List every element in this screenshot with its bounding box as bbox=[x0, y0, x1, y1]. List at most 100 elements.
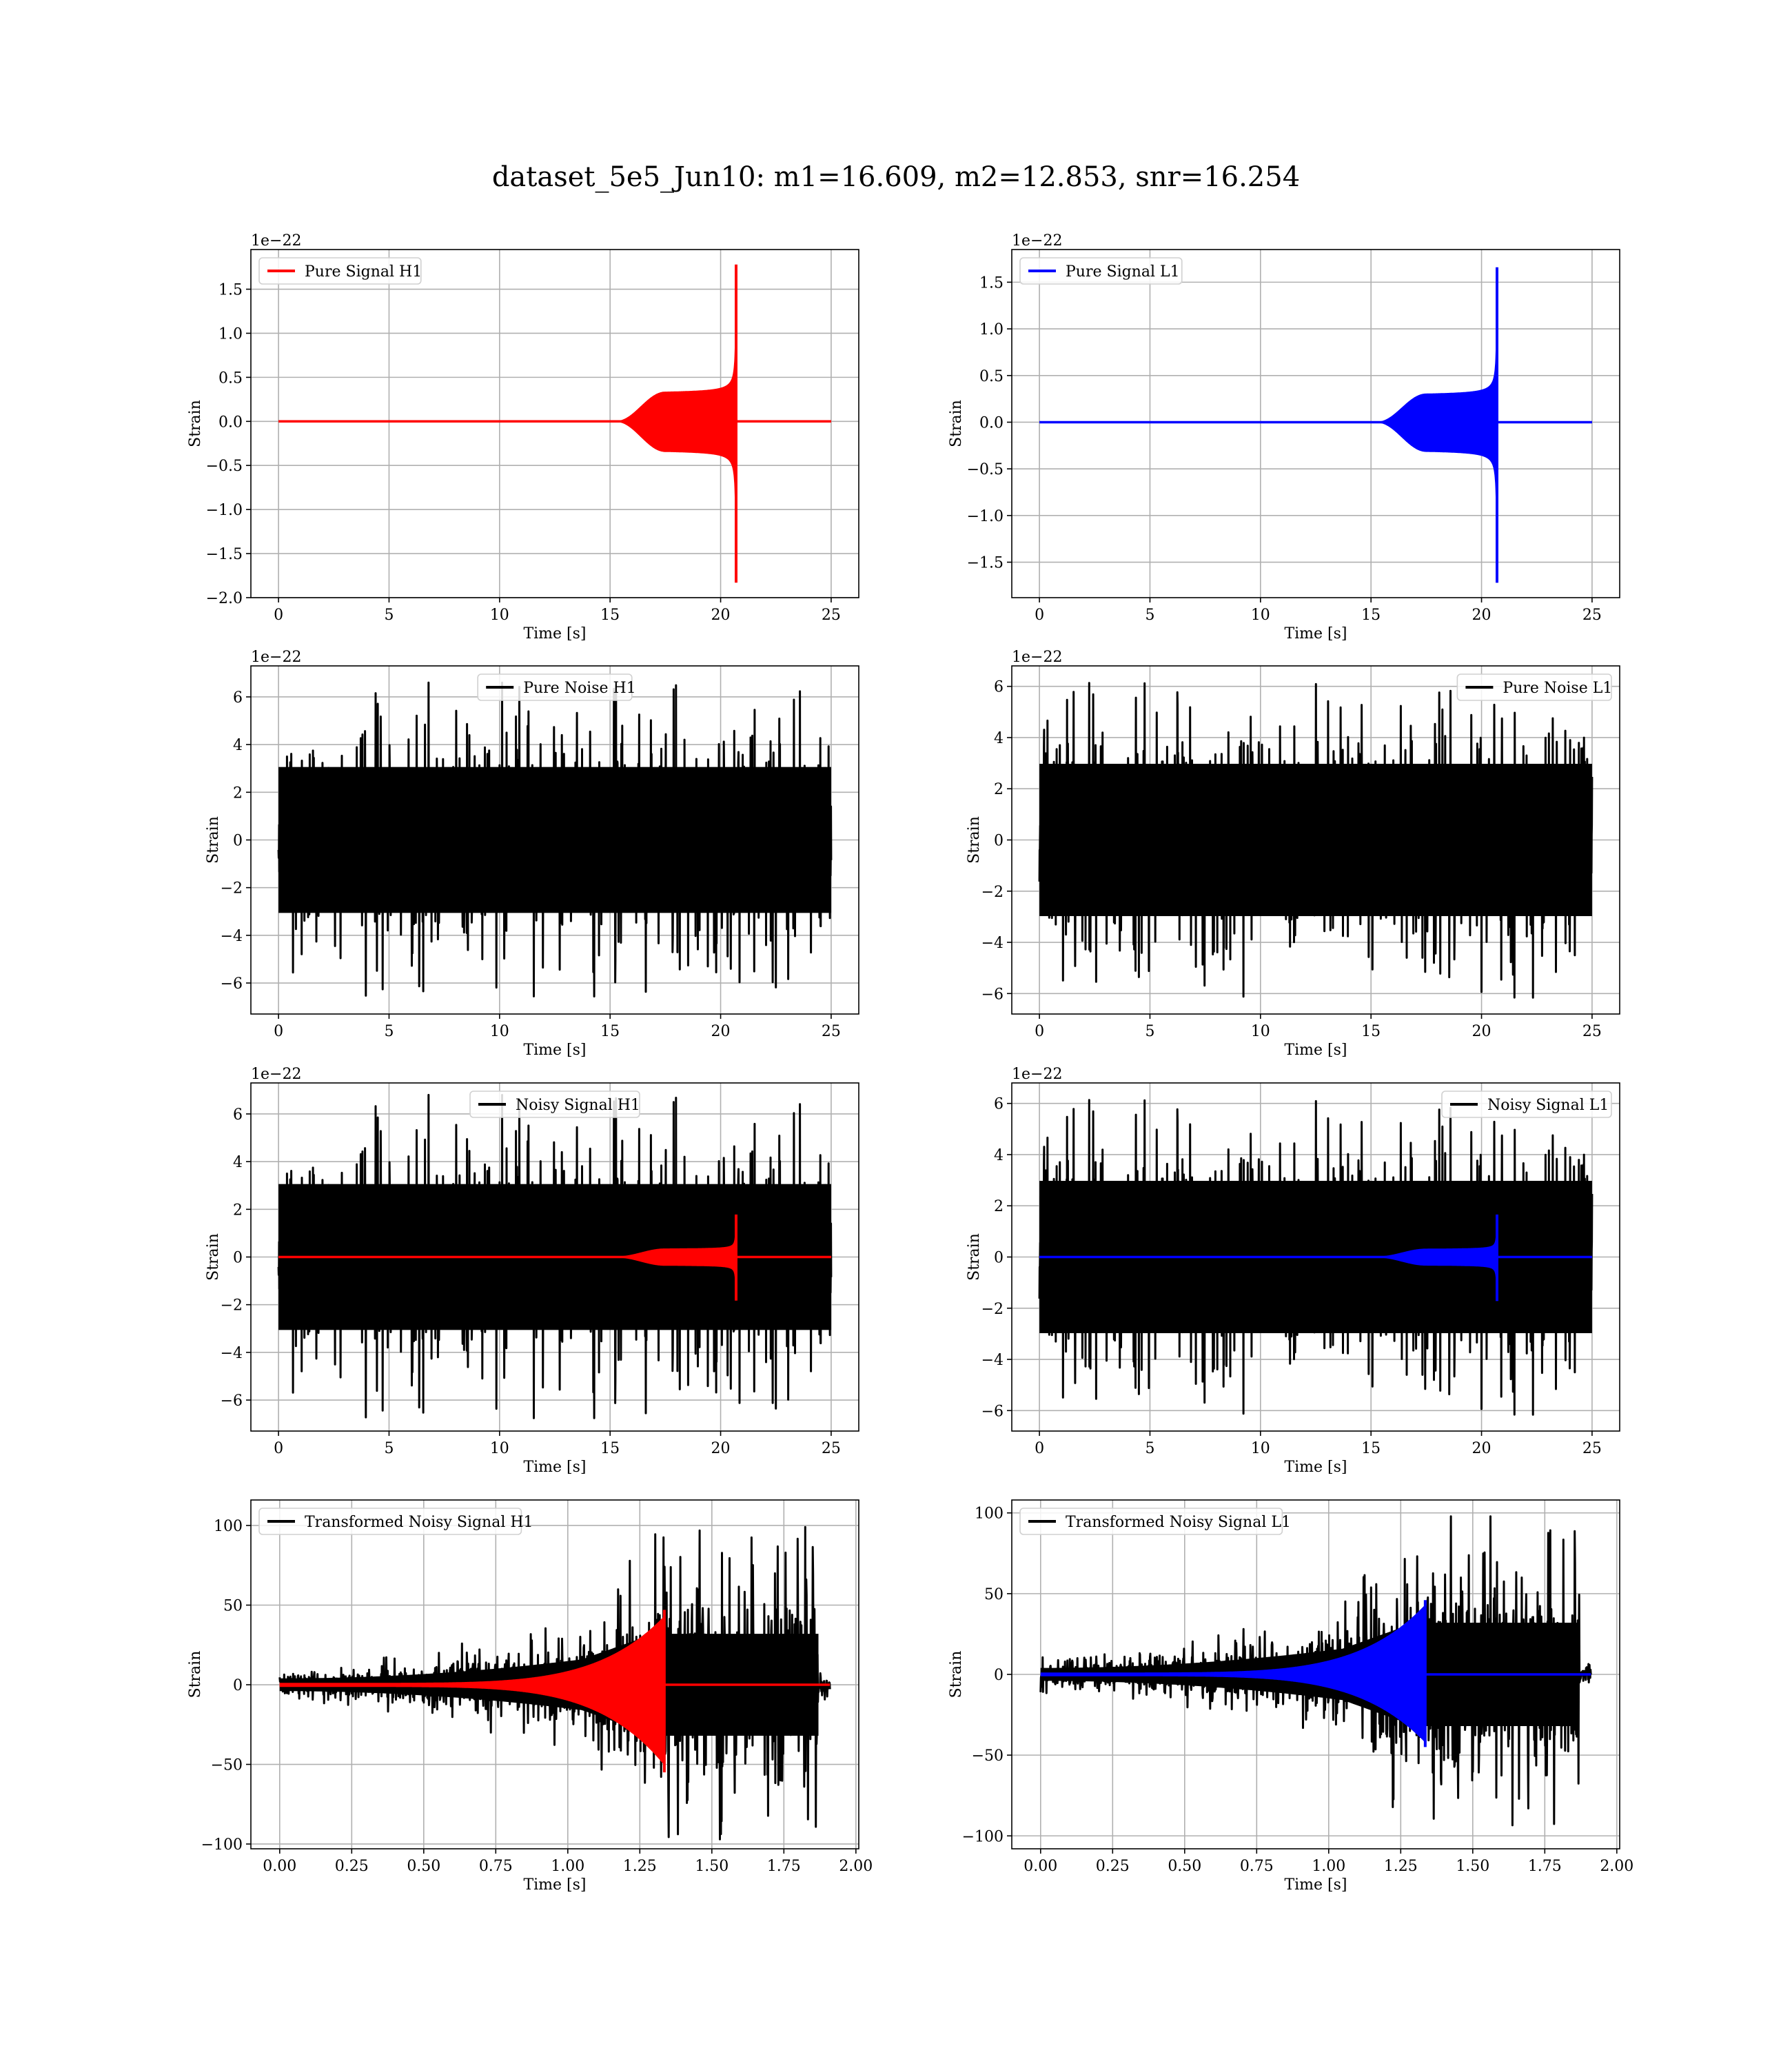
y-offset-text: 1e−22 bbox=[1012, 232, 1062, 250]
y-tick-label: 0.0 bbox=[218, 414, 243, 431]
subplot-noisy-signal-h1: 0 5 10 15 20 25 Time [s] −6 −4 −2 0 2 4 6 Strain 1e−22 N… bbox=[205, 1066, 859, 1476]
x-axis: 0 5 10 15 20 25 Time [s] bbox=[1035, 1014, 1602, 1059]
y-tick-label: −2 bbox=[981, 1301, 1004, 1318]
x-tick-label: 0.00 bbox=[1024, 1858, 1057, 1875]
y-tick-label: −2 bbox=[981, 884, 1004, 901]
legend: Transformed Noisy Signal H1 bbox=[258, 1508, 533, 1535]
x-tick-label: 1.25 bbox=[1384, 1858, 1418, 1875]
figure-title: dataset_5e5_Jun10: m1=16.609, m2=12.853,… bbox=[492, 161, 1300, 193]
y-offset-text: 1e−22 bbox=[251, 649, 301, 666]
legend-box bbox=[1441, 1091, 1612, 1118]
x-tick-label: 10 bbox=[1251, 1440, 1270, 1457]
legend: Noisy Signal H1 bbox=[469, 1091, 640, 1118]
x-tick-label: 1.25 bbox=[623, 1858, 657, 1875]
y-tick-label: 2 bbox=[233, 784, 243, 802]
y-axis-label: Strain bbox=[966, 816, 983, 864]
x-tick-label: 10 bbox=[490, 1023, 509, 1040]
plot-area bbox=[1038, 1099, 1594, 1416]
legend-label: Transformed Noisy Signal H1 bbox=[305, 1514, 533, 1531]
x-tick-label: 5 bbox=[384, 1440, 394, 1457]
x-tick-label: 0.25 bbox=[335, 1858, 369, 1875]
x-tick-label: 15 bbox=[1361, 1440, 1381, 1457]
y-tick-label: 0 bbox=[233, 1677, 243, 1694]
x-tick-label: 0.75 bbox=[1240, 1858, 1274, 1875]
y-tick-label: 4 bbox=[233, 737, 243, 754]
y-tick-label: −0.5 bbox=[206, 458, 243, 475]
x-axis: 0 5 10 15 20 25 Time [s] bbox=[274, 1431, 841, 1476]
y-axis-label: Strain bbox=[948, 1651, 965, 1699]
series-band bbox=[1039, 764, 1592, 916]
x-tick-label: 0.00 bbox=[263, 1858, 296, 1875]
y-tick-label: 0.5 bbox=[218, 369, 243, 387]
x-tick-label: 5 bbox=[1145, 1440, 1154, 1457]
x-tick-label: 5 bbox=[1145, 1023, 1154, 1040]
y-tick-label: 2 bbox=[994, 781, 1004, 798]
axes-frame bbox=[250, 1499, 859, 1849]
x-tick-label: 15 bbox=[600, 607, 620, 624]
x-tick-label: 0 bbox=[1035, 1440, 1044, 1457]
axes-frame bbox=[250, 249, 859, 598]
y-tick-label: 0 bbox=[233, 833, 243, 850]
y-tick-label: 0.0 bbox=[979, 414, 1004, 432]
x-tick-label: 0 bbox=[1035, 607, 1044, 624]
legend: Noisy Signal L1 bbox=[1441, 1091, 1612, 1118]
y-tick-label: 0 bbox=[233, 1250, 243, 1267]
y-tick-label: 0.5 bbox=[979, 368, 1004, 385]
legend-box bbox=[258, 257, 422, 285]
y-axis: −6 −4 −2 0 2 4 6 Strain bbox=[966, 679, 1012, 1003]
legend-box bbox=[258, 1508, 522, 1535]
y-axis: −100 −50 0 50 100 Strain bbox=[187, 1518, 251, 1854]
plot-area bbox=[278, 1525, 831, 1841]
y-tick-label: 0 bbox=[994, 833, 1004, 850]
x-axis-label: Time [s] bbox=[523, 625, 586, 642]
y-tick-label: 0 bbox=[994, 1250, 1004, 1267]
x-tick-label: 0.50 bbox=[1168, 1858, 1201, 1875]
y-tick-label: −4 bbox=[221, 928, 243, 945]
y-axis-label: Strain bbox=[187, 1651, 204, 1699]
y-offset-text: 1e−22 bbox=[251, 1066, 301, 1083]
y-axis: −6 −4 −2 0 2 4 6 Strain bbox=[205, 689, 251, 993]
y-tick-label: −100 bbox=[962, 1828, 1004, 1845]
subplot-pure-noise-l1: 0 5 10 15 20 25 Time [s] −6 −4 −2 0 2 4 6 Strain 1e−22 P… bbox=[966, 649, 1620, 1059]
y-offset-text: 1e−22 bbox=[251, 232, 301, 250]
y-tick-label: 2 bbox=[994, 1198, 1004, 1215]
y-tick-label: 50 bbox=[223, 1597, 243, 1614]
y-tick-label: −50 bbox=[972, 1747, 1004, 1765]
x-tick-label: 0.25 bbox=[1096, 1858, 1130, 1875]
y-tick-label: −6 bbox=[221, 1392, 243, 1410]
x-tick-label: 0 bbox=[274, 607, 283, 624]
legend-label: Pure Noise L1 bbox=[1503, 680, 1612, 697]
y-tick-label: −1.0 bbox=[967, 508, 1004, 525]
y-offset-text: 1e−22 bbox=[1012, 1066, 1062, 1083]
x-axis-label: Time [s] bbox=[1284, 1042, 1347, 1059]
x-tick-label: 1.50 bbox=[1456, 1858, 1489, 1875]
x-axis-label: Time [s] bbox=[523, 1459, 586, 1476]
subplot-pure-noise-h1: 0 5 10 15 20 25 Time [s] −6 −4 −2 0 2 4 6 Strain 1e−22 P… bbox=[205, 649, 859, 1059]
x-axis-label: Time [s] bbox=[523, 1876, 586, 1894]
y-tick-label: −6 bbox=[981, 1403, 1004, 1420]
x-tick-label: 15 bbox=[1361, 1023, 1381, 1040]
x-axis: 0 5 10 15 20 25 Time [s] bbox=[1035, 1431, 1602, 1476]
x-tick-label: 2.00 bbox=[839, 1858, 873, 1875]
plot-area bbox=[1038, 682, 1594, 999]
x-tick-label: 10 bbox=[1251, 607, 1270, 624]
x-tick-label: 1.50 bbox=[695, 1858, 729, 1875]
y-axis: −2.0 −1.5 −1.0 −0.5 0.0 0.5 1.0 1.5 Strain bbox=[187, 282, 251, 607]
y-tick-label: 4 bbox=[994, 1147, 1004, 1164]
legend-box bbox=[1456, 673, 1612, 701]
x-tick-label: 15 bbox=[600, 1440, 620, 1457]
x-tick-label: 0 bbox=[274, 1440, 283, 1457]
legend: Transformed Noisy Signal L1 bbox=[1019, 1508, 1291, 1535]
x-tick-label: 5 bbox=[384, 607, 394, 624]
x-tick-label: 25 bbox=[822, 1440, 841, 1457]
x-axis: 0.00 0.25 0.50 0.75 1.00 1.25 1.50 1.75 2.00 Time… bbox=[263, 1849, 873, 1894]
x-tick-label: 20 bbox=[711, 607, 731, 624]
legend-box bbox=[469, 1091, 640, 1118]
series-envelope bbox=[279, 1616, 831, 1765]
x-axis: 0 5 10 15 20 25 Time [s] bbox=[1035, 598, 1602, 642]
y-tick-label: 6 bbox=[994, 1096, 1004, 1113]
y-tick-label: −1.5 bbox=[206, 546, 243, 563]
y-axis: −1.5 −1.0 −0.5 0.0 0.5 1.0 1.5 Strain bbox=[948, 274, 1012, 572]
plot-area bbox=[277, 1093, 833, 1419]
